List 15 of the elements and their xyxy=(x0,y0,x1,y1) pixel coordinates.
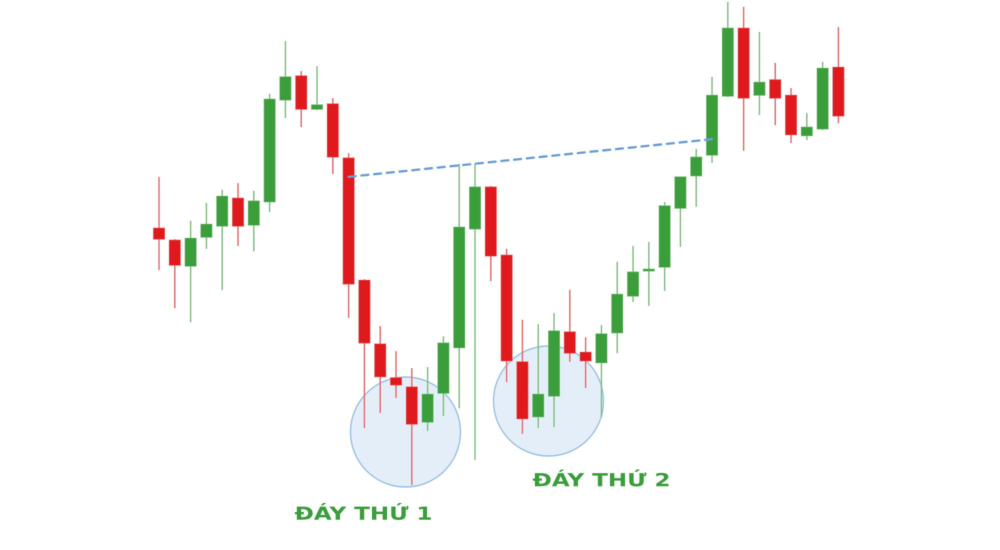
candlestick xyxy=(754,31,766,116)
candlestick xyxy=(311,66,323,111)
candlestick xyxy=(580,336,592,389)
candlestick xyxy=(532,323,544,429)
candlestick xyxy=(153,176,165,271)
candlestick xyxy=(390,350,402,399)
text: ĐÁY THỨ 1 xyxy=(294,503,431,520)
annotation: ĐÁY THỨ 2 xyxy=(532,470,668,486)
candlestick xyxy=(200,202,212,250)
candlestick xyxy=(642,241,655,307)
candlestick xyxy=(280,40,292,119)
candlestick xyxy=(769,62,782,126)
candlestick xyxy=(690,148,702,208)
candlestick xyxy=(564,289,576,363)
candlestick xyxy=(800,112,813,141)
